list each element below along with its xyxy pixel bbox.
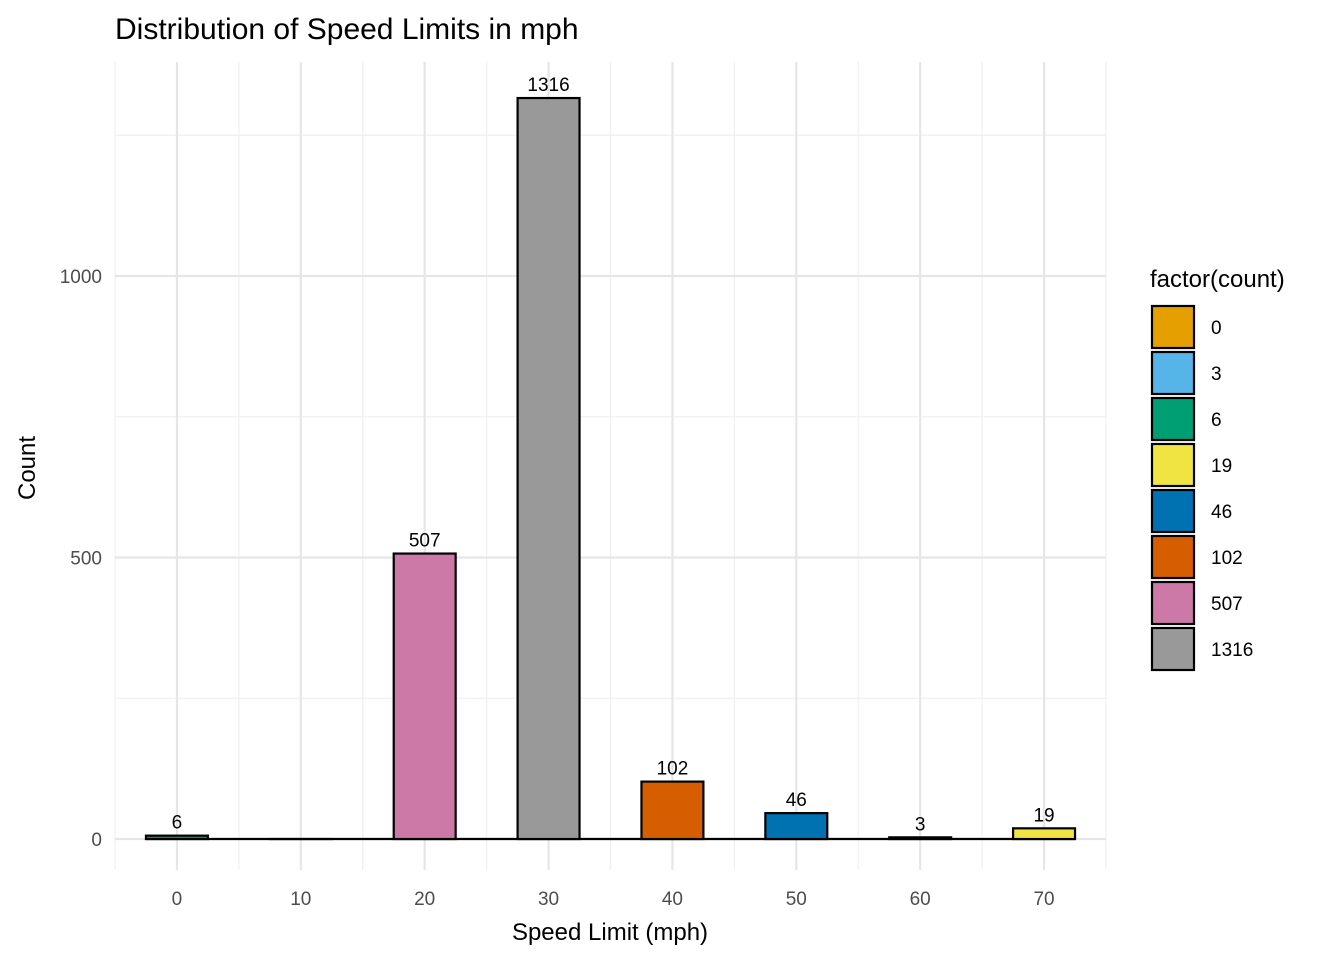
- x-tick-label: 20: [414, 889, 435, 910]
- legend-entry: 46: [1150, 488, 1232, 534]
- x-tick-label: 10: [290, 889, 311, 910]
- data-label: 6: [172, 813, 183, 834]
- x-tick-label: 0: [172, 889, 183, 910]
- data-label: 507: [409, 531, 441, 552]
- legend-swatch: [1150, 350, 1196, 396]
- legend-swatch: [1150, 580, 1196, 626]
- bar: [144, 834, 210, 841]
- legend-title: factor(count): [1150, 266, 1285, 293]
- bar: [1011, 827, 1077, 841]
- bars: [144, 96, 1077, 841]
- y-tick-label: 500: [70, 548, 102, 569]
- legend-swatch: [1150, 304, 1196, 350]
- legend-entry: 102: [1150, 534, 1243, 580]
- legend-label: 0: [1211, 318, 1222, 339]
- legend-label: 19: [1211, 456, 1232, 477]
- legend-entry: 19: [1150, 442, 1232, 488]
- y-tick-label: 1000: [60, 267, 102, 288]
- grid: [114, 62, 1107, 870]
- legend-entries: 0 3 6 19 46 102 507 1316: [1150, 304, 1253, 672]
- legend-entry: 1316: [1150, 626, 1253, 672]
- chart-title: Distribution of Speed Limits in mph: [115, 13, 579, 46]
- x-tick-label: 30: [538, 889, 559, 910]
- data-label: 102: [657, 759, 689, 780]
- x-tick-label: 70: [1033, 889, 1054, 910]
- data-label: 1316: [527, 75, 569, 96]
- data-label: 46: [786, 790, 807, 811]
- legend-swatch: [1150, 396, 1196, 442]
- y-tick-label: 0: [91, 830, 102, 851]
- legend-swatch: [1150, 488, 1196, 534]
- bar: [516, 96, 581, 841]
- legend-label: 6: [1211, 410, 1222, 431]
- legend-label: 3: [1211, 364, 1222, 385]
- legend-label: 102: [1211, 548, 1243, 569]
- bar: [764, 812, 829, 841]
- data-label: 19: [1033, 805, 1054, 826]
- legend-label: 46: [1211, 502, 1232, 523]
- bar: [888, 836, 953, 841]
- legend-entry: 507: [1150, 580, 1243, 626]
- legend-swatch: [1150, 626, 1196, 672]
- data-labels: 6 507 1316 102 46 3 19: [172, 75, 1055, 835]
- x-tick-label: 50: [786, 889, 807, 910]
- bar: [640, 780, 705, 841]
- legend-entry: 3: [1150, 350, 1222, 396]
- y-axis-title: Count: [14, 436, 41, 500]
- x-axis-title: Speed Limit (mph): [512, 919, 708, 946]
- legend-label: 507: [1211, 594, 1243, 615]
- bar: [392, 552, 457, 841]
- legend: factor(count) 0 3 6 19 46 102 507 1316: [1150, 266, 1285, 672]
- x-tick-label: 40: [662, 889, 683, 910]
- legend-swatch: [1150, 442, 1196, 488]
- legend-entry: 6: [1150, 396, 1222, 442]
- legend-label: 1316: [1211, 640, 1253, 661]
- legend-swatch: [1150, 534, 1196, 580]
- data-label: 3: [915, 814, 926, 835]
- x-tick-labels: 0 10 20 30 40 50 60 70: [172, 889, 1055, 910]
- y-tick-labels: 0 500 1000: [60, 267, 102, 851]
- x-tick-label: 60: [910, 889, 931, 910]
- legend-entry: 0: [1150, 304, 1222, 350]
